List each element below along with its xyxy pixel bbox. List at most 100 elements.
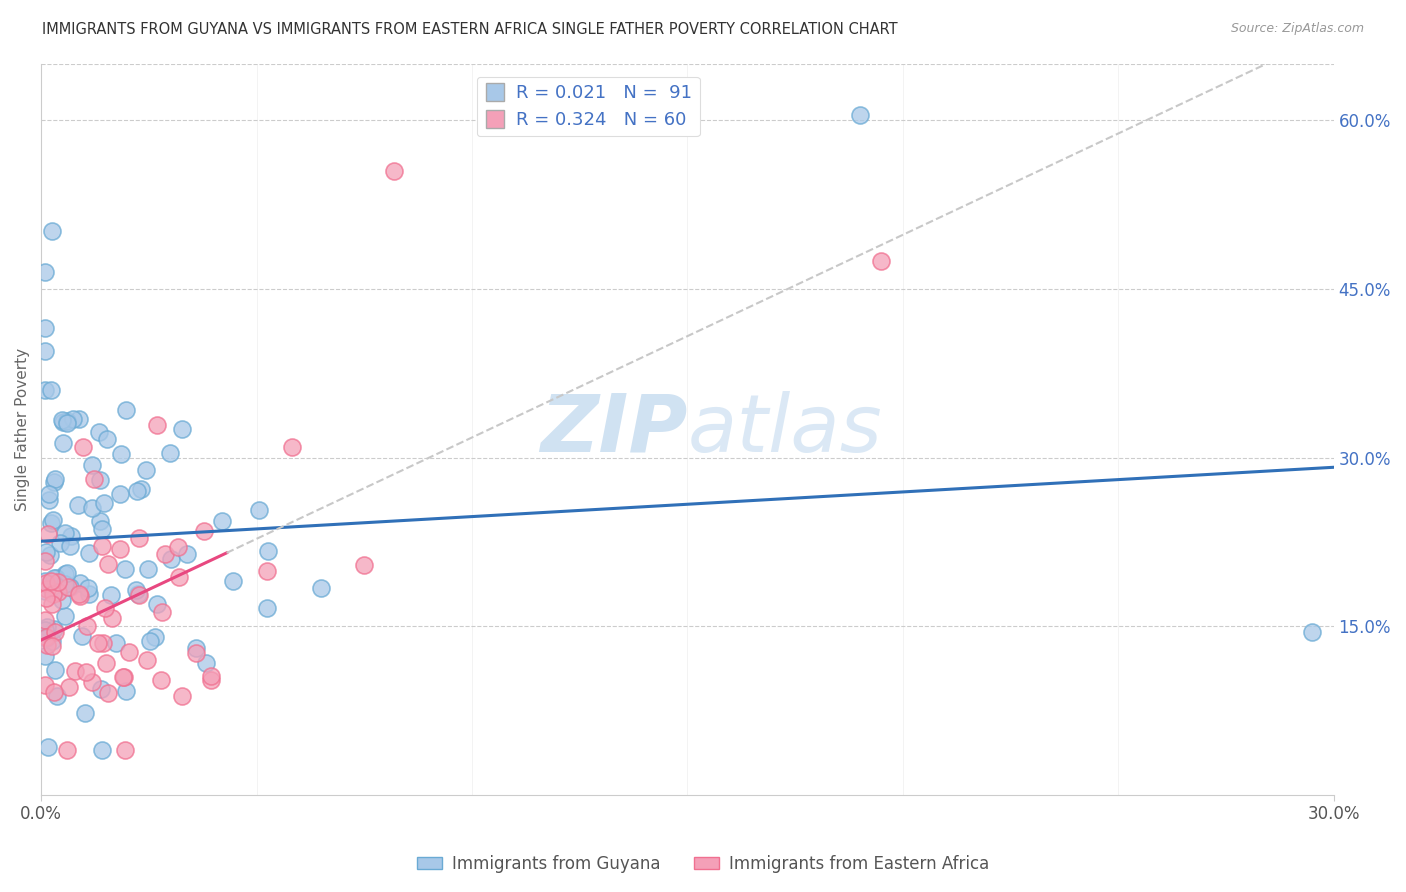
Point xyxy=(118,645,141,659)
Point xyxy=(34,678,56,692)
Point xyxy=(62,412,84,426)
Point xyxy=(114,684,136,698)
Point xyxy=(44,571,66,585)
Point xyxy=(72,629,94,643)
Point xyxy=(167,541,190,555)
Point xyxy=(51,593,73,607)
Point xyxy=(89,681,111,696)
Point xyxy=(69,575,91,590)
Point xyxy=(89,514,111,528)
Point xyxy=(53,609,76,624)
Point xyxy=(160,552,183,566)
Point xyxy=(135,463,157,477)
Point xyxy=(67,412,90,426)
Point xyxy=(1301,625,1323,640)
Point xyxy=(89,473,111,487)
Point xyxy=(72,440,94,454)
Point xyxy=(112,670,135,684)
Point xyxy=(56,743,79,757)
Point xyxy=(309,581,332,595)
Point xyxy=(76,582,98,596)
Point xyxy=(159,446,181,460)
Point xyxy=(37,739,59,754)
Point xyxy=(51,413,73,427)
Point xyxy=(44,475,66,490)
Point xyxy=(128,588,150,602)
Point xyxy=(34,630,56,644)
Point xyxy=(41,639,63,653)
Point xyxy=(56,416,79,430)
Point xyxy=(184,646,207,660)
Point xyxy=(34,265,56,279)
Point xyxy=(211,514,233,528)
Point xyxy=(41,597,63,611)
Point xyxy=(96,657,118,671)
Point xyxy=(110,447,132,461)
Text: atlas: atlas xyxy=(688,391,882,468)
Point xyxy=(44,624,66,639)
Point xyxy=(49,536,72,550)
Point xyxy=(281,441,304,455)
Point xyxy=(34,574,56,589)
Point xyxy=(353,558,375,573)
Point xyxy=(256,601,278,615)
Point xyxy=(41,224,63,238)
Point xyxy=(35,591,58,605)
Point xyxy=(150,673,173,687)
Text: ZIP: ZIP xyxy=(540,391,688,468)
Point xyxy=(186,641,208,656)
Point xyxy=(65,664,87,678)
Point xyxy=(44,571,66,585)
Point xyxy=(200,668,222,682)
Point xyxy=(38,493,60,508)
Point xyxy=(104,636,127,650)
Legend: Immigrants from Guyana, Immigrants from Eastern Africa: Immigrants from Guyana, Immigrants from … xyxy=(411,848,995,880)
Point xyxy=(83,472,105,486)
Point xyxy=(59,539,82,553)
Point xyxy=(42,587,65,601)
Point xyxy=(870,253,893,268)
Point xyxy=(127,586,149,600)
Point xyxy=(76,619,98,633)
Point xyxy=(34,614,56,628)
Point xyxy=(52,435,75,450)
Point xyxy=(42,622,65,636)
Point xyxy=(35,620,58,634)
Point xyxy=(94,601,117,615)
Point xyxy=(52,415,75,429)
Point xyxy=(34,553,56,567)
Point xyxy=(59,580,82,594)
Point xyxy=(53,525,76,540)
Text: IMMIGRANTS FROM GUYANA VS IMMIGRANTS FROM EASTERN AFRICA SINGLE FATHER POVERTY C: IMMIGRANTS FROM GUYANA VS IMMIGRANTS FRO… xyxy=(42,22,898,37)
Point xyxy=(39,516,62,531)
Point xyxy=(56,580,79,594)
Point xyxy=(100,611,122,625)
Point xyxy=(139,633,162,648)
Point xyxy=(176,547,198,561)
Point xyxy=(91,522,114,536)
Point xyxy=(108,542,131,557)
Point xyxy=(114,562,136,576)
Point xyxy=(91,539,114,553)
Point xyxy=(34,584,56,599)
Point xyxy=(39,574,62,589)
Point xyxy=(128,531,150,545)
Point xyxy=(59,529,82,543)
Point xyxy=(35,638,58,652)
Point xyxy=(82,500,104,515)
Point xyxy=(145,598,167,612)
Point xyxy=(41,634,63,648)
Point xyxy=(194,656,217,670)
Point xyxy=(153,547,176,561)
Point xyxy=(77,587,100,601)
Point xyxy=(75,706,97,721)
Point xyxy=(90,743,112,757)
Text: Source: ZipAtlas.com: Source: ZipAtlas.com xyxy=(1230,22,1364,36)
Point xyxy=(135,653,157,667)
Point xyxy=(75,665,97,679)
Point xyxy=(222,574,245,588)
Point xyxy=(69,586,91,600)
Point xyxy=(44,472,66,486)
Point xyxy=(143,631,166,645)
Point xyxy=(115,403,138,417)
